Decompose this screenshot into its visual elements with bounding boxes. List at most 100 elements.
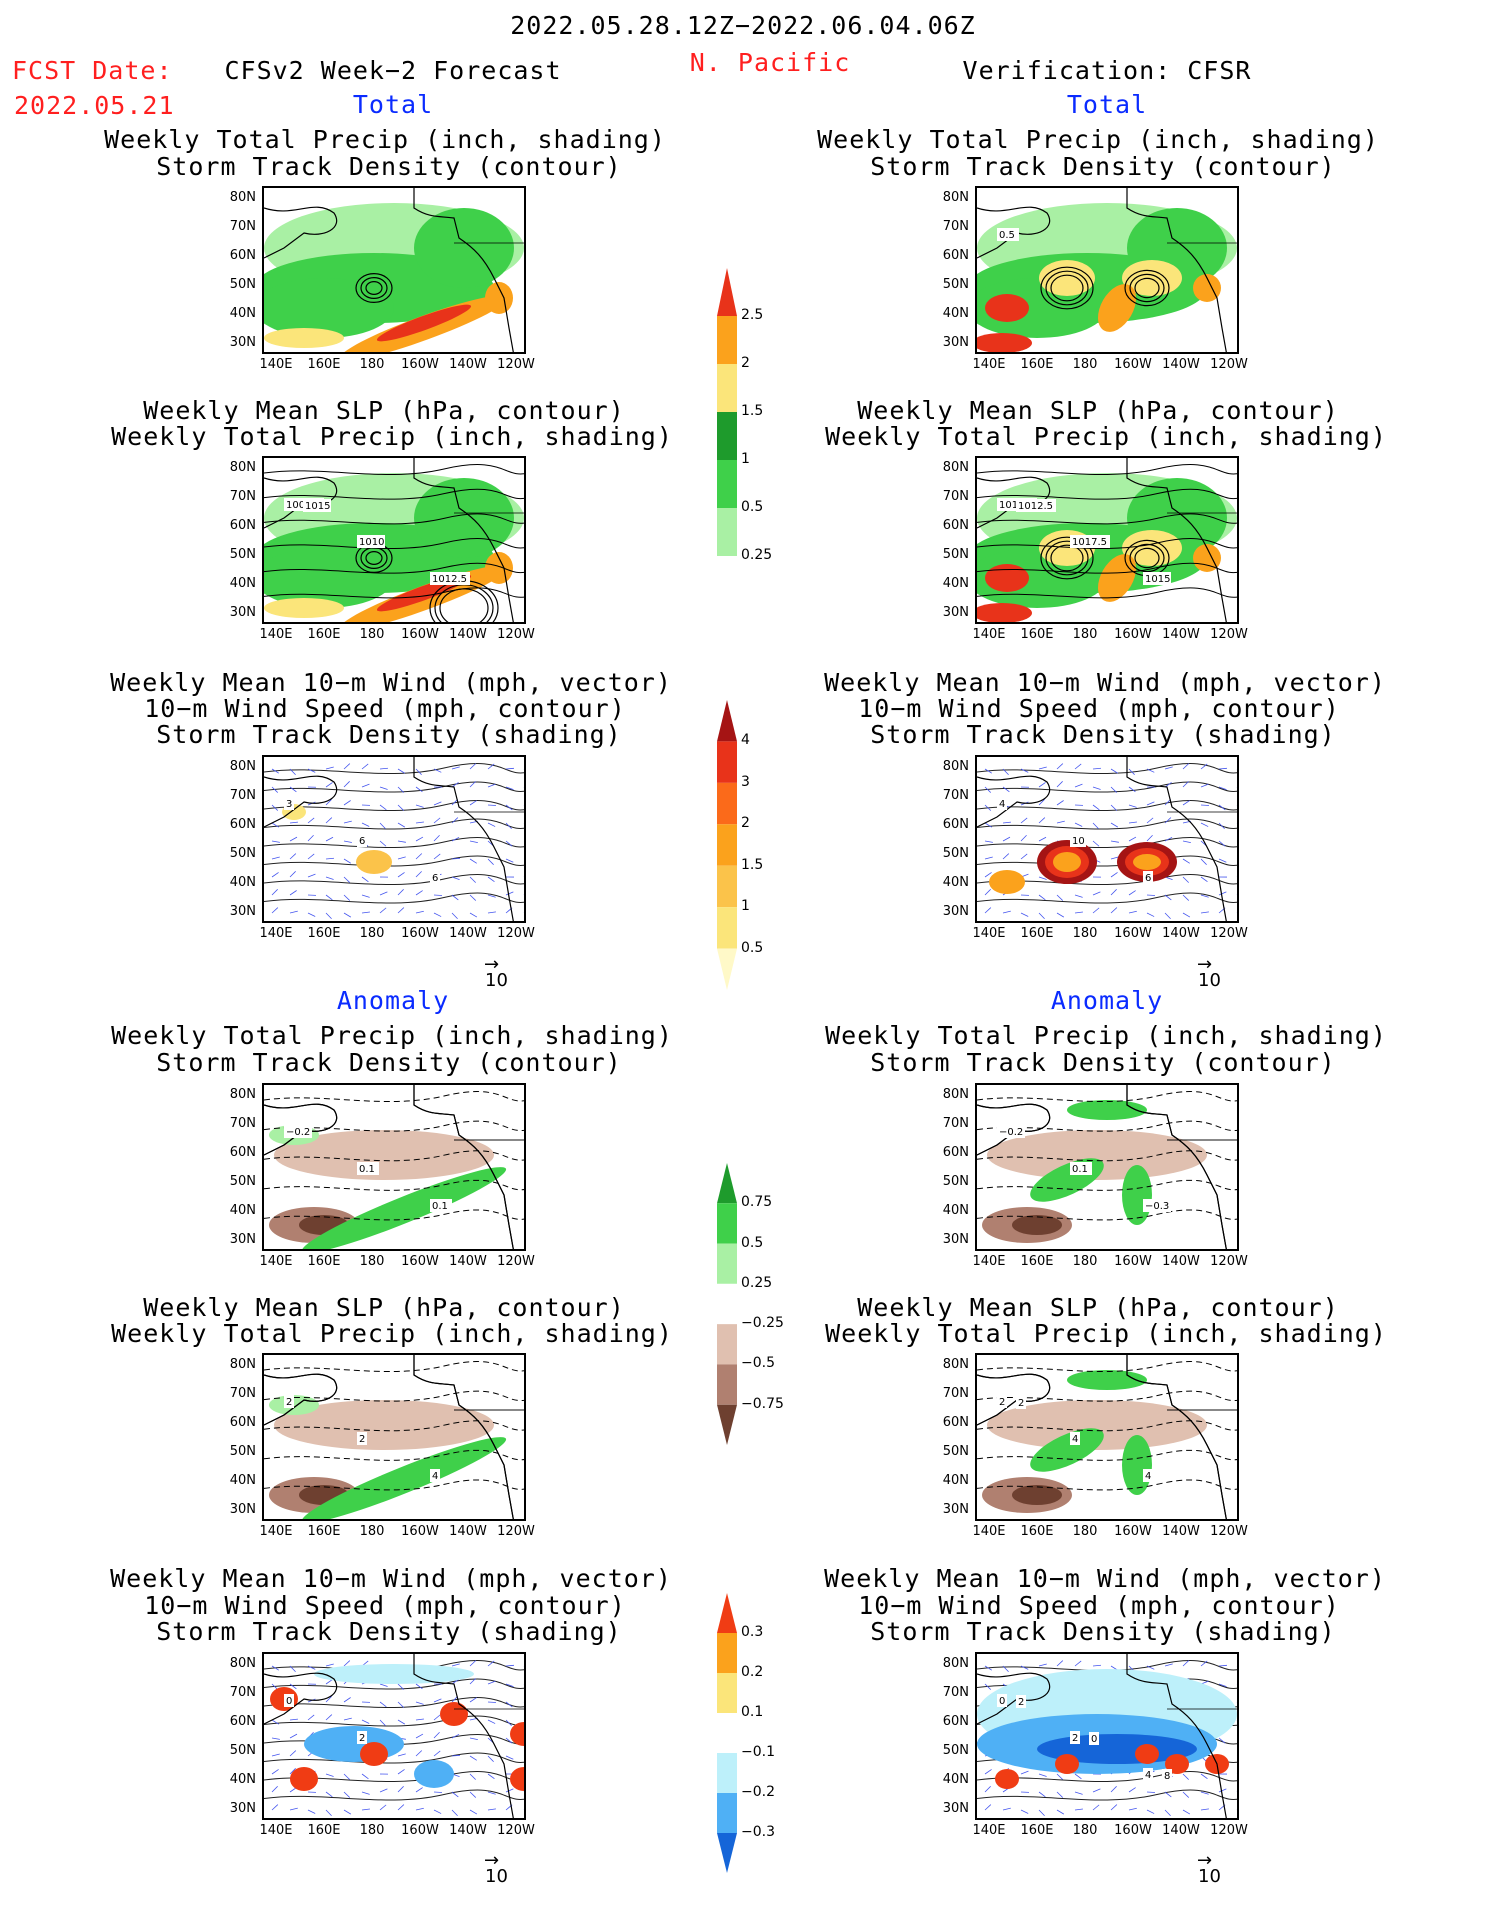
colorbar-total_precip [715, 268, 739, 564]
anom-storm-shade [1135, 1744, 1159, 1764]
lon-tick-label: 140W [449, 1524, 487, 1539]
wind-vector [1164, 1809, 1171, 1817]
wind-vector [379, 786, 388, 790]
wind-vector [289, 1733, 298, 1739]
lat-tick-label: 40N [229, 1203, 256, 1218]
wind-vector [1092, 804, 1100, 811]
precip-shade [376, 304, 472, 342]
wind-vector [451, 766, 460, 770]
lon-tick-label: 140W [449, 926, 487, 941]
colorbar-segment [717, 948, 737, 990]
colorbar-label: 2 [741, 355, 750, 371]
contour-label: 0.1 [357, 1162, 379, 1175]
wind-vector [271, 1665, 280, 1671]
lat-tick-label: 70N [942, 788, 969, 803]
lat-tick-label: 80N [229, 190, 256, 205]
svg-text:4: 4 [432, 1471, 438, 1482]
wind-vector [1164, 817, 1172, 824]
contour-line [264, 1120, 524, 1132]
contour-line [264, 1752, 524, 1764]
anom-precip-shade [301, 1167, 507, 1249]
wind-vector [505, 804, 513, 811]
svg-text:0.1: 0.1 [359, 1164, 375, 1175]
contour-line [977, 1449, 1237, 1461]
vector-ref-label: 10 [485, 970, 508, 991]
contour-line [1134, 547, 1160, 569]
lat-tick-label: 80N [229, 1357, 256, 1372]
colorbar-label: 1 [741, 898, 750, 915]
contour-line [977, 1361, 1237, 1373]
contour-label: 8 [1162, 1769, 1172, 1782]
contour-line [264, 763, 524, 775]
lat-tick-label: 30N [942, 1502, 969, 1517]
lat-tick-label: 80N [229, 1087, 256, 1102]
svg-text:2: 2 [359, 1733, 365, 1744]
lon-tick-label: 160W [1114, 1254, 1152, 1269]
wind-vector [487, 911, 496, 914]
wind-vector [343, 912, 352, 918]
wind-vector [469, 781, 476, 788]
lat-tick-label: 40N [942, 1473, 969, 1488]
lat-tick-label: 50N [942, 547, 969, 562]
contour-line [977, 1390, 1237, 1402]
wind-vector [289, 871, 296, 878]
svg-text:1015: 1015 [1145, 574, 1170, 585]
map-panel-verif-total-precip: 0.5 [975, 186, 1239, 354]
svg-text:8: 8 [1164, 1771, 1170, 1782]
wind-vector [487, 1660, 495, 1667]
wind-vector [325, 782, 333, 788]
contour-label: 4 [997, 797, 1007, 810]
precip-shade [264, 598, 344, 618]
lat-tick-label: 30N [229, 1232, 256, 1247]
wind-vector [343, 1791, 351, 1798]
contour-label: 0.1 [1070, 1162, 1092, 1175]
wind-vector [1128, 890, 1136, 896]
panel-title-line: Storm Track Density (contour) [870, 152, 1336, 181]
colorbar-label: −0.25 [741, 1315, 784, 1332]
wind-vector [1146, 817, 1154, 824]
wind-vector [415, 1750, 423, 1757]
left-section-total: Total [352, 90, 434, 119]
lat-tick-label: 80N [942, 190, 969, 205]
wind-vector [343, 781, 350, 788]
lon-tick-label: 160W [401, 357, 439, 372]
wind-vector [1092, 907, 1100, 914]
wind-vector [343, 1773, 350, 1780]
wind-vector [487, 1719, 496, 1724]
wind-vector [1020, 912, 1029, 917]
contour-label: −0.3 [1143, 1199, 1171, 1212]
lon-tick-label: 140W [1162, 627, 1200, 642]
svg-text:3: 3 [286, 799, 292, 810]
wind-vector [1128, 821, 1137, 824]
wind-vector [523, 1684, 524, 1685]
lat-tick-label: 70N [229, 788, 256, 803]
wind-vector [1218, 804, 1226, 811]
colorbar-segment [717, 1283, 737, 1325]
wind-vector [487, 1680, 496, 1685]
wind-vector [1020, 834, 1027, 842]
wind-vector [1074, 1660, 1082, 1667]
lon-tick-label: 140E [972, 1823, 1006, 1838]
lat-tick-label: 30N [229, 904, 256, 919]
wind-vector [415, 910, 424, 914]
wind-vector [1020, 817, 1028, 824]
colorbar-label: −0.3 [741, 1824, 775, 1840]
wind-vector [1182, 1660, 1190, 1667]
lon-tick-label: 120W [497, 627, 535, 642]
contour-line [977, 763, 1237, 775]
lat-tick-label: 60N [942, 518, 969, 533]
wind-vector [1110, 786, 1117, 793]
anom-precip-shade [1012, 1215, 1062, 1235]
lon-tick-label: 140E [972, 1524, 1006, 1539]
wind-vector [1146, 1665, 1155, 1670]
precip-shade [977, 333, 1032, 352]
colorbar-segment [717, 782, 737, 825]
lat-tick-label: 70N [229, 1386, 256, 1401]
svg-text:2: 2 [1018, 1398, 1024, 1409]
lon-tick-label: 180 [359, 1823, 385, 1838]
wind-vector [343, 1717, 352, 1721]
wind-vector [1074, 763, 1082, 770]
svg-text:−0.2: −0.2 [286, 1127, 310, 1138]
lat-tick-label: 30N [229, 335, 256, 350]
panel-title-line: Weekly Total Precip (inch, shading) [111, 422, 673, 451]
